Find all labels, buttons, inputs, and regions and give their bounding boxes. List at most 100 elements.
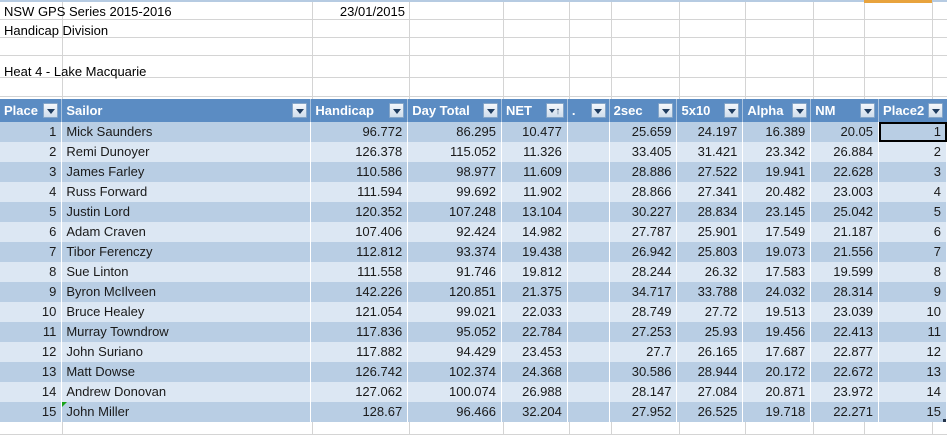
cell-sec2[interactable]: 28.886	[609, 162, 678, 182]
cell-dot[interactable]	[567, 242, 610, 262]
cell-handicap[interactable]: 128.67	[310, 402, 409, 422]
cell-sailor[interactable]: Adam Craven	[61, 222, 312, 242]
cell-nm[interactable]: 26.884	[810, 142, 880, 162]
cell-place[interactable]: 15	[0, 402, 63, 422]
cell-place2[interactable]: 12	[878, 342, 947, 362]
cell-x510[interactable]: 31.421	[676, 142, 744, 162]
cell-day_total[interactable]: 91.746	[407, 262, 502, 282]
cell-net[interactable]: 23.453	[501, 342, 568, 362]
filter-dropdown-icon-nm[interactable]	[860, 103, 876, 118]
column-header-net[interactable]: NET ↑	[501, 99, 568, 122]
cell-dot[interactable]	[567, 162, 610, 182]
division-cell[interactable]: Handicap Division	[4, 23, 109, 38]
cell-x510[interactable]: 27.522	[676, 162, 744, 182]
cell-alpha[interactable]: 17.687	[742, 342, 812, 362]
cell-nm[interactable]: 19.599	[810, 262, 880, 282]
cell-x510[interactable]: 26.32	[676, 262, 744, 282]
cell-dot[interactable]	[567, 142, 610, 162]
cell-place2[interactable]: 2	[878, 142, 947, 162]
cell-day_total[interactable]: 100.074	[407, 382, 502, 402]
column-header-handicap[interactable]: Handicap	[310, 99, 409, 122]
document-title-cell[interactable]: NSW GPS Series 2015-2016	[4, 4, 172, 19]
cell-place2[interactable]: 15	[878, 402, 947, 422]
cell-x510[interactable]: 26.165	[676, 342, 744, 362]
document-date-cell[interactable]: 23/01/2015	[339, 4, 405, 19]
cell-sailor[interactable]: Andrew Donovan	[61, 382, 312, 402]
cell-handicap[interactable]: 96.772	[310, 122, 409, 142]
cell-place2[interactable]: 14	[878, 382, 947, 402]
cell-place[interactable]: 11	[0, 322, 63, 342]
cell-handicap[interactable]: 142.226	[310, 282, 409, 302]
cell-net[interactable]: 11.326	[501, 142, 568, 162]
cell-place2[interactable]: 6	[878, 222, 947, 242]
cell-day_total[interactable]: 92.424	[407, 222, 502, 242]
cell-sec2[interactable]: 28.244	[609, 262, 678, 282]
cell-handicap[interactable]: 117.882	[310, 342, 409, 362]
cell-net[interactable]: 32.204	[501, 402, 568, 422]
column-header-alpha[interactable]: Alpha	[742, 99, 812, 122]
cell-nm[interactable]: 20.05	[810, 122, 880, 142]
cell-dot[interactable]	[567, 362, 610, 382]
cell-dot[interactable]	[567, 282, 610, 302]
cell-net[interactable]: 13.104	[501, 202, 568, 222]
cell-sailor[interactable]: James Farley	[61, 162, 312, 182]
filter-dropdown-icon-dot[interactable]	[590, 103, 606, 118]
cell-handicap[interactable]: 126.742	[310, 362, 409, 382]
cell-dot[interactable]	[567, 302, 610, 322]
cell-sec2[interactable]: 28.147	[609, 382, 678, 402]
cell-alpha[interactable]: 20.172	[742, 362, 812, 382]
cell-sailor[interactable]: John Suriano	[61, 342, 312, 362]
cell-x510[interactable]: 25.901	[676, 222, 744, 242]
cell-dot[interactable]	[567, 402, 610, 422]
cell-place2[interactable]: 10	[878, 302, 947, 322]
cell-dot[interactable]	[567, 322, 610, 342]
cell-nm[interactable]: 22.877	[810, 342, 880, 362]
fill-handle[interactable]	[944, 140, 946, 142]
cell-alpha[interactable]: 19.456	[742, 322, 812, 342]
cell-day_total[interactable]: 95.052	[407, 322, 502, 342]
cell-nm[interactable]: 23.039	[810, 302, 880, 322]
cell-place2[interactable]: 5	[878, 202, 947, 222]
cell-nm[interactable]: 25.042	[810, 202, 880, 222]
cell-net[interactable]: 22.033	[501, 302, 568, 322]
cell-alpha[interactable]: 16.389	[742, 122, 812, 142]
cell-x510[interactable]: 28.834	[676, 202, 744, 222]
filter-dropdown-icon-alpha[interactable]	[792, 103, 808, 118]
filter-dropdown-icon-place2[interactable]	[928, 103, 943, 118]
table-row[interactable]: 3 James Farley 110.586 98.977 11.609 28.886 27…	[0, 162, 947, 182]
column-header-place[interactable]: Place	[0, 99, 63, 122]
cell-x510[interactable]: 27.084	[676, 382, 744, 402]
cell-day_total[interactable]: 86.295	[407, 122, 502, 142]
cell-day_total[interactable]: 99.692	[407, 182, 502, 202]
column-header-place2[interactable]: Place2	[878, 99, 947, 122]
cell-alpha[interactable]: 19.718	[742, 402, 812, 422]
cell-sailor[interactable]: Russ Forward	[61, 182, 312, 202]
cell-place[interactable]: 8	[0, 262, 63, 282]
cell-place[interactable]: 6	[0, 222, 63, 242]
cell-dot[interactable]	[567, 382, 610, 402]
cell-net[interactable]: 26.988	[501, 382, 568, 402]
cell-x510[interactable]: 25.93	[676, 322, 744, 342]
cell-sailor[interactable]: Tibor Ferenczy	[61, 242, 312, 262]
filter-dropdown-icon-sailor[interactable]	[292, 103, 308, 118]
cell-net[interactable]: 10.477	[501, 122, 568, 142]
table-row[interactable]: 15 John Miller 128.67 96.466 32.204 27.952 26.…	[0, 402, 947, 422]
cell-sec2[interactable]: 27.7	[609, 342, 678, 362]
cell-alpha[interactable]: 17.583	[742, 262, 812, 282]
cell-place[interactable]: 14	[0, 382, 63, 402]
table-row[interactable]: 2 Remi Dunoyer 126.378 115.052 11.326 33.405 3…	[0, 142, 947, 162]
cell-alpha[interactable]: 23.145	[742, 202, 812, 222]
cell-nm[interactable]: 21.187	[810, 222, 880, 242]
selection-corner-handle[interactable]	[943, 419, 946, 422]
cell-handicap[interactable]: 121.054	[310, 302, 409, 322]
cell-nm[interactable]: 23.972	[810, 382, 880, 402]
cell-day_total[interactable]: 99.021	[407, 302, 502, 322]
cell-place[interactable]: 1	[0, 122, 63, 142]
column-header-day-total[interactable]: Day Total	[407, 99, 502, 122]
table-row[interactable]: 10 Bruce Healey 121.054 99.021 22.033 28.749 2…	[0, 302, 947, 322]
cell-dot[interactable]	[567, 202, 610, 222]
cell-x510[interactable]: 24.197	[676, 122, 744, 142]
cell-x510[interactable]: 33.788	[676, 282, 744, 302]
cell-day_total[interactable]: 107.248	[407, 202, 502, 222]
cell-sailor[interactable]: John Miller	[61, 402, 312, 422]
